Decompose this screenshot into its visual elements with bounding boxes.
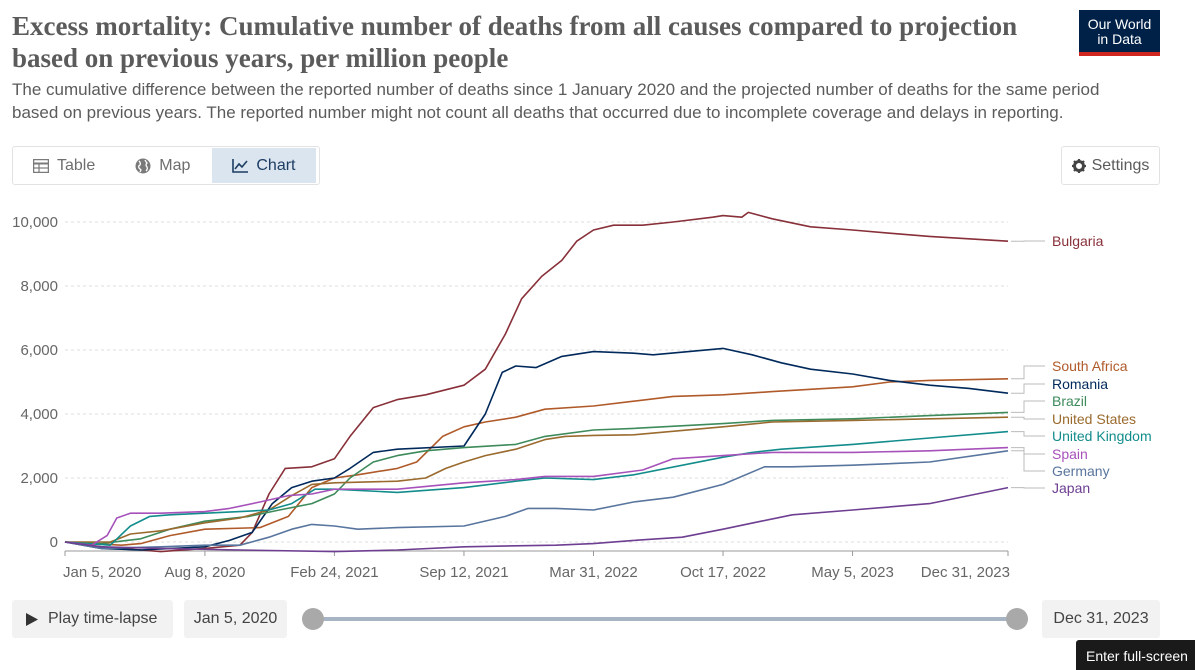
series-lines: [65, 212, 1008, 551]
x-tick-label: Oct 17, 2022: [680, 564, 766, 581]
timeline-slider[interactable]: [300, 606, 1030, 632]
legend-label-brazil[interactable]: Brazil: [1052, 393, 1087, 409]
series-line-bulgaria[interactable]: [65, 212, 1008, 551]
start-date-label: Jan 5, 2020: [194, 610, 278, 628]
logo-line-2: in Data: [1079, 32, 1160, 47]
x-tick-label: Aug 8, 2020: [164, 564, 245, 581]
legend-label-united-kingdom[interactable]: United Kingdom: [1052, 428, 1152, 444]
legend-label-united-states[interactable]: United States: [1052, 411, 1136, 427]
legend-connector-united-states: [1011, 417, 1045, 419]
chart-subtitle: The cumulative difference between the re…: [12, 78, 1142, 124]
tab-chart-label: Chart: [256, 157, 295, 175]
grid: 0 2,000 4,000 6,000 8,000 10,000: [12, 214, 1008, 551]
y-tick-label: 4,000: [20, 406, 58, 423]
tab-map[interactable]: Map: [115, 148, 210, 183]
x-tick-label: Feb 24, 2021: [290, 564, 378, 581]
fullscreen-label: Enter full-screen: [1086, 648, 1188, 664]
series-line-romania[interactable]: [65, 348, 1008, 550]
logo-line-1: Our World: [1079, 17, 1160, 32]
legend-label-romania[interactable]: Romania: [1052, 376, 1108, 392]
timeline-end-handle[interactable]: [1006, 608, 1028, 630]
series-line-japan[interactable]: [65, 488, 1008, 552]
timeline-start-handle[interactable]: [302, 608, 324, 630]
settings-label: Settings: [1092, 157, 1150, 175]
y-tick-label: 0: [50, 534, 58, 551]
play-timelapse-button[interactable]: Play time-lapse: [12, 600, 173, 638]
settings-button[interactable]: Settings: [1061, 146, 1160, 185]
timeline-track[interactable]: [312, 617, 1018, 621]
x-tick-label: Mar 31, 2022: [549, 564, 637, 581]
legend-label-spain[interactable]: Spain: [1052, 446, 1088, 462]
y-tick-label: 8,000: [20, 278, 58, 295]
legend-connector-united-kingdom: [1011, 432, 1045, 436]
line-chart: 0 2,000 4,000 6,000 8,000 10,000 Jan 5, 2020 A…: [0, 195, 1195, 595]
series-line-germany[interactable]: [65, 451, 1008, 549]
legend-label-germany[interactable]: Germany: [1052, 463, 1110, 479]
play-timelapse-label: Play time-lapse: [48, 610, 157, 628]
legend-label-south-africa[interactable]: South Africa: [1052, 358, 1128, 374]
tab-map-label: Map: [159, 157, 190, 175]
series-line-spain[interactable]: [65, 448, 1008, 546]
globe-icon: [135, 158, 151, 174]
y-tick-label: 2,000: [20, 470, 58, 487]
x-tick-label: Jan 5, 2020: [63, 564, 141, 581]
y-tick-label: 10,000: [12, 214, 58, 231]
legend-connector-brazil: [1011, 401, 1045, 412]
legend-label-japan[interactable]: Japan: [1052, 480, 1090, 496]
start-date-button[interactable]: Jan 5, 2020: [184, 600, 287, 638]
play-icon: [26, 613, 38, 626]
legend-connector-south-africa: [1011, 366, 1045, 379]
end-date-button[interactable]: Dec 31, 2023: [1042, 600, 1160, 638]
x-axis: Jan 5, 2020 Aug 8, 2020 Feb 24, 2021 Sep 12…: [63, 551, 1010, 581]
view-tabs: Table Map Chart: [12, 146, 320, 185]
x-tick-label: Dec 31, 2023: [921, 564, 1010, 581]
series-line-united-kingdom[interactable]: [65, 432, 1008, 546]
line-chart-icon: [232, 159, 248, 173]
fullscreen-tooltip: Enter full-screen: [1076, 640, 1195, 670]
table-icon: [33, 159, 49, 173]
chart-title: Excess mortality: Cumulative number of d…: [12, 10, 1052, 74]
end-date-label: Dec 31, 2023: [1053, 610, 1148, 628]
y-tick-label: 6,000: [20, 342, 58, 359]
tab-chart[interactable]: Chart: [212, 148, 315, 183]
tab-table-label: Table: [57, 157, 95, 175]
legend-connector-romania: [1011, 384, 1045, 393]
owid-logo[interactable]: Our World in Data: [1079, 10, 1160, 56]
x-tick-label: Sep 12, 2021: [419, 564, 508, 581]
x-tick-label: May 5, 2023: [811, 564, 894, 581]
gear-icon: [1072, 159, 1086, 173]
tab-table[interactable]: Table: [13, 148, 115, 183]
legend-label-bulgaria[interactable]: Bulgaria: [1052, 233, 1104, 249]
